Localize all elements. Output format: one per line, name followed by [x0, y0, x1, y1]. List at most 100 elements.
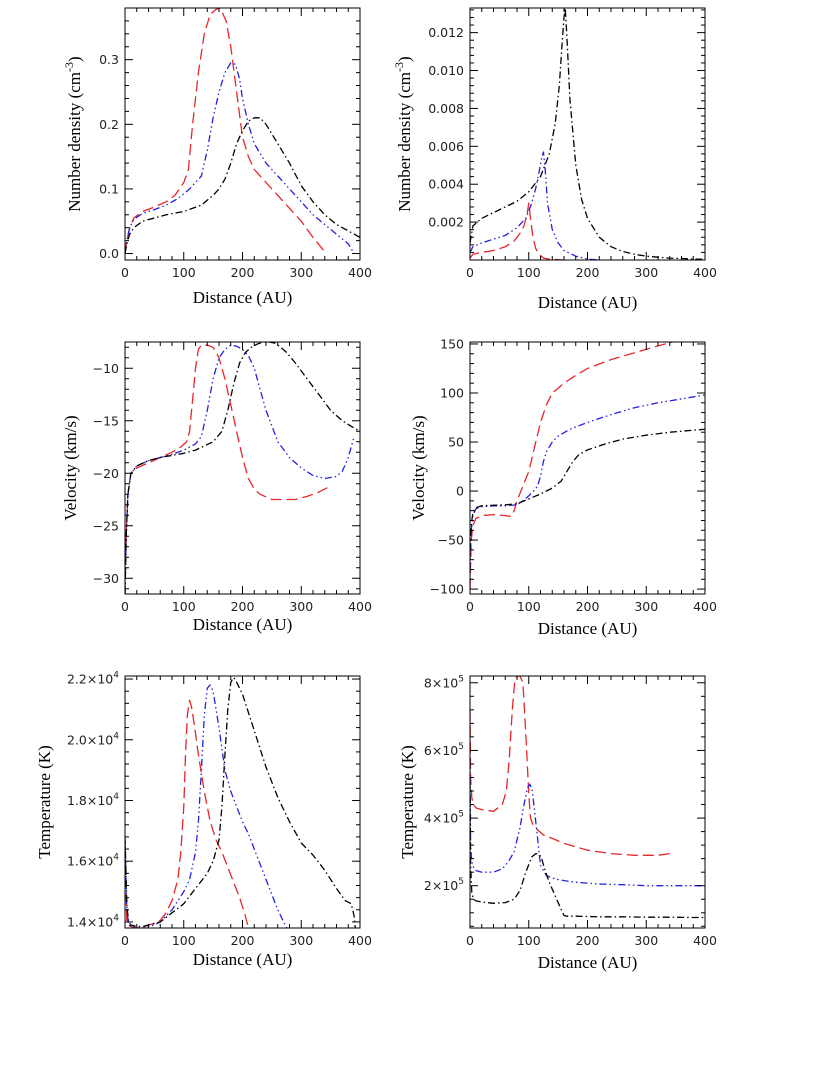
x-axis-label: Distance (AU): [538, 953, 638, 972]
plot-frame: [124, 341, 361, 595]
y-tick-label: −25: [93, 518, 119, 533]
panel-temperature-left: 0 100 200 300 400 1.4×104 1.6×104 1.8×104 2.0×10…: [35, 671, 372, 969]
y-tick-label: 2×105: [424, 877, 464, 893]
y-tick-label: 0.004: [428, 177, 464, 192]
y-tick-label: 0.3: [99, 52, 119, 67]
panel-velocity-left: 0 100 200 300 400 −30 −25 −20 −15 −10 Distance (AU…: [61, 341, 372, 634]
series-line-red-dashed: [125, 8, 325, 254]
y-axis-label: Velocity (km/s): [61, 415, 80, 520]
x-tick-label: 0: [466, 933, 474, 948]
series-line-blue-dash-dot-dot: [125, 684, 288, 928]
series-line-black-dash-dot: [125, 676, 356, 928]
x-tick-label: 200: [231, 599, 255, 614]
series-group: [125, 8, 360, 254]
x-tick-label: 300: [289, 599, 313, 614]
x-axis-label: Distance (AU): [193, 288, 293, 307]
y-tick-label: 0.2: [99, 117, 119, 132]
y-tick-label: 0.006: [428, 139, 464, 154]
x-tick-label: 400: [348, 265, 372, 280]
x-tick-label: 400: [348, 599, 372, 614]
y-tick-label: 0.012: [428, 25, 464, 40]
series-line-red-dashed: [470, 676, 670, 856]
series-line-blue-dash-dot-dot: [470, 757, 705, 887]
x-axis-label: Distance (AU): [193, 950, 293, 969]
y-tick-label: −15: [93, 413, 119, 428]
panel-number-density-left: 0 100 200 300 400 0.0 0.1 0.2 0.3 Distance (AU) Nu…: [62, 7, 372, 307]
x-tick-label: 0: [466, 265, 474, 280]
series-line-black-dash-dot: [125, 117, 360, 254]
panel-number-density-right: 0 100 200 300 400 0.002 0.004 0.006 0.008 0.010 0.…: [392, 7, 717, 312]
series-group: [470, 342, 705, 590]
series-group: [125, 676, 356, 928]
series-line-black-dash-dot: [470, 8, 705, 260]
y-tick-label: 8×105: [424, 674, 464, 690]
series-line-blue-dash-dot-dot: [470, 394, 705, 570]
series-line-red-dashed: [125, 699, 250, 928]
y-tick-label: 0.002: [428, 215, 464, 230]
x-tick-label: 100: [172, 599, 196, 614]
x-tick-label: 200: [231, 265, 255, 280]
y-axis-label: Velocity (km/s): [409, 415, 428, 520]
y-tick-label: 50: [448, 435, 464, 450]
series-line-red-dashed: [470, 342, 673, 590]
series-line-red-dashed: [125, 344, 331, 594]
y-tick-label: 1.4×104: [67, 913, 119, 929]
x-tick-label: 300: [289, 265, 313, 280]
y-tick-label: 0.008: [428, 101, 464, 116]
plot-frame: [469, 341, 706, 595]
x-axis-label: Distance (AU): [538, 619, 638, 638]
y-tick-label: −50: [438, 533, 464, 548]
x-tick-label: 400: [348, 933, 372, 948]
x-tick-label: 200: [576, 933, 600, 948]
x-tick-label: 100: [517, 599, 541, 614]
x-tick-label: 200: [576, 599, 600, 614]
x-tick-label: 100: [517, 933, 541, 948]
series-group: [125, 342, 360, 594]
x-tick-label: 300: [634, 265, 658, 280]
y-tick-label: 6×105: [424, 742, 464, 758]
y-tick-label: 150: [440, 336, 464, 351]
y-tick-label: −100: [430, 582, 464, 597]
y-tick-label: 4×105: [424, 810, 464, 826]
y-tick-label: −20: [93, 466, 119, 481]
y-axis-label: Temperature (K): [398, 745, 417, 859]
series-line-blue-dash-dot-dot: [125, 344, 355, 594]
x-tick-label: 200: [576, 265, 600, 280]
x-axis-label: Distance (AU): [193, 615, 293, 634]
series-line-black-dash-dot: [470, 784, 705, 919]
plot-frame: [469, 7, 706, 261]
x-tick-label: 200: [231, 933, 255, 948]
x-tick-label: 300: [634, 933, 658, 948]
series-group: [470, 8, 705, 260]
series-line-blue-dash-dot-dot: [125, 62, 355, 254]
x-tick-label: 0: [466, 599, 474, 614]
x-tick-label: 100: [517, 265, 541, 280]
y-tick-label: 2.2×104: [67, 671, 119, 687]
series-line-black-dash-dot: [125, 342, 360, 594]
plot-frame: [469, 675, 706, 929]
panel-temperature-right: 0 100 200 300 400 2×105 4×105 6×105 8×105 Distanc…: [398, 674, 717, 972]
y-tick-label: −30: [93, 571, 119, 586]
y-axis-label: Temperature (K): [35, 745, 54, 859]
y-tick-label: 0.0: [99, 246, 119, 261]
y-tick-label: 2.0×104: [67, 731, 119, 747]
y-tick-label: 1.6×104: [67, 853, 119, 869]
y-tick-label: −10: [93, 361, 119, 376]
y-axis-label: Number density (cm-3): [392, 56, 414, 211]
y-tick-label: 100: [440, 385, 464, 400]
panel-velocity-right: 0 100 200 300 400 −100 −50 0 50 100 150 Distance (A…: [409, 336, 717, 638]
x-tick-label: 100: [172, 265, 196, 280]
x-tick-label: 400: [693, 933, 717, 948]
series-line-blue-dash-dot-dot: [470, 151, 600, 260]
series-line-black-dash-dot: [470, 428, 705, 550]
y-tick-label: 0: [456, 484, 464, 499]
series-line-red-dashed: [470, 202, 565, 260]
x-tick-label: 400: [693, 599, 717, 614]
x-tick-label: 0: [121, 933, 129, 948]
x-tick-label: 400: [693, 265, 717, 280]
y-tick-label: 1.8×104: [67, 792, 119, 808]
y-axis-label: Number density (cm-3): [62, 56, 84, 211]
x-tick-label: 100: [172, 933, 196, 948]
x-tick-label: 0: [121, 599, 129, 614]
